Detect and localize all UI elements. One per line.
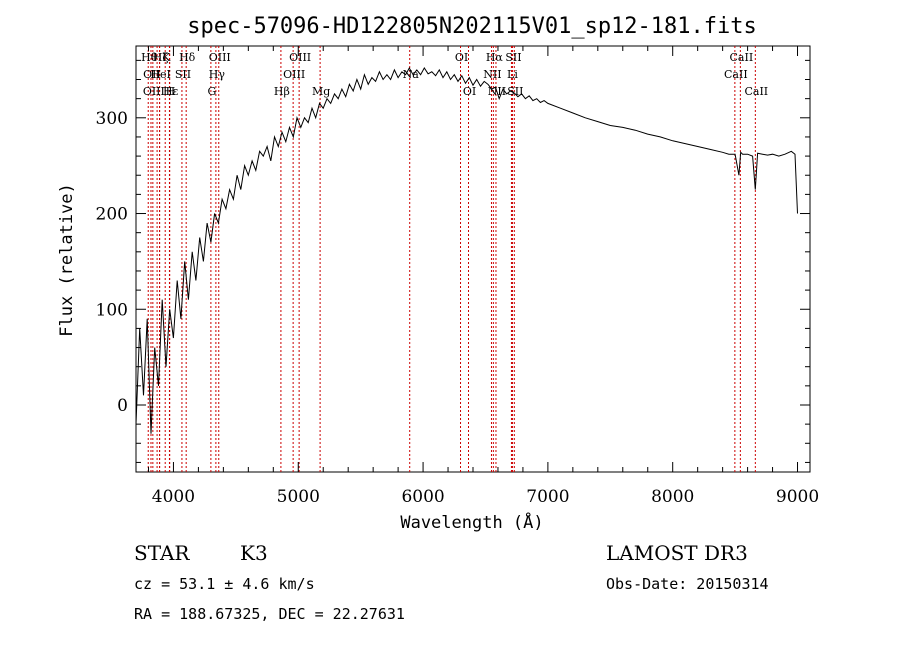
x-axis-ticks: 4000 5000 6000 7000 8000 9000 <box>147 46 819 507</box>
spectrum-series-line <box>135 66 798 434</box>
spectral-line-label: Hδ <box>179 51 196 64</box>
spectral-line-label: CaII <box>730 51 754 64</box>
x-tick-label: 4000 <box>152 487 195 507</box>
y-tick-label: 300 <box>96 109 128 129</box>
spectral-line-label: HeI <box>150 68 170 81</box>
spectral-line-label: OI <box>455 51 468 64</box>
y-tick-label: 0 <box>117 396 128 416</box>
spectral-line-label: SII <box>507 85 523 98</box>
spectral-line-label: Na <box>403 68 420 81</box>
x-tick-label: 8000 <box>651 487 694 507</box>
x-tick-label: 7000 <box>526 487 569 507</box>
redshift-velocity: cz = 53.1 ± 4.6 km/s <box>134 575 315 593</box>
spectral-line-label: NII <box>483 68 501 81</box>
spectral-line-labels: Hθ OII OIII Hζ HeI K HεH SII Hδ G Hγ OIII Hβ OIII OIII… <box>141 51 768 98</box>
spectral-line-label: Li <box>507 68 518 81</box>
y-axis-label: Flux (relative) <box>57 183 77 337</box>
spectral-line-label: OIII <box>289 51 311 64</box>
spectrum-info: STAR K3 LAMOST DR3 cz = 53.1 ± 4.6 km/s … <box>134 541 769 623</box>
spectral-line-label: OI <box>463 85 476 98</box>
spectral-line-label: OIII <box>209 51 231 64</box>
observation-date: Obs-Date: 20150314 <box>606 575 769 593</box>
spectral-line-label: SII <box>175 68 191 81</box>
spectral-line-label: OII <box>143 68 161 81</box>
spectral-line-label: Hγ <box>209 68 226 81</box>
y-tick-label: 100 <box>96 300 128 320</box>
spectral-line-label: Mg <box>312 85 330 98</box>
spectral-line-label: G <box>207 85 216 98</box>
x-tick-label: 6000 <box>401 487 444 507</box>
spectral-line-label: CaII <box>724 68 748 81</box>
y-axis-ticks: 0 100 200 300 <box>96 59 810 463</box>
spectral-line-label: Hβ <box>274 85 290 98</box>
x-tick-label: 5000 <box>277 487 320 507</box>
spectral-line-label: Hε <box>163 85 179 98</box>
object-subclass: K3 <box>240 541 268 565</box>
x-axis-label: Wavelength (Å) <box>400 511 543 533</box>
spectral-line-label: H <box>166 85 176 98</box>
spectral-line-label: OIII <box>143 85 165 98</box>
spectral-line-label: Hζ <box>153 51 169 64</box>
object-class: STAR <box>134 541 190 565</box>
spectral-line-label: Hα <box>486 51 504 64</box>
spectral-line-label: Hθ <box>141 51 158 64</box>
spectral-line-label: SII <box>505 51 521 64</box>
plot-frame <box>135 45 811 473</box>
coordinates: RA = 188.67325, DEC = 22.27631 <box>134 605 405 623</box>
spectral-line-markers <box>147 46 756 472</box>
spectral-line-label: CaII <box>744 85 768 98</box>
x-tick-label: 9000 <box>776 487 819 507</box>
survey-name: LAMOST DR3 <box>606 541 748 565</box>
spectral-line-label: OIII <box>283 68 305 81</box>
plot-area: Hθ OII OIII Hζ HeI K HεH SII Hδ G Hγ OIII Hβ OIII OIII… <box>96 45 819 507</box>
spectral-line-label: K <box>162 51 171 64</box>
y-tick-label: 200 <box>96 205 128 225</box>
chart-title: spec-57096-HD122805N202115V01_sp12-181.f… <box>187 14 757 39</box>
